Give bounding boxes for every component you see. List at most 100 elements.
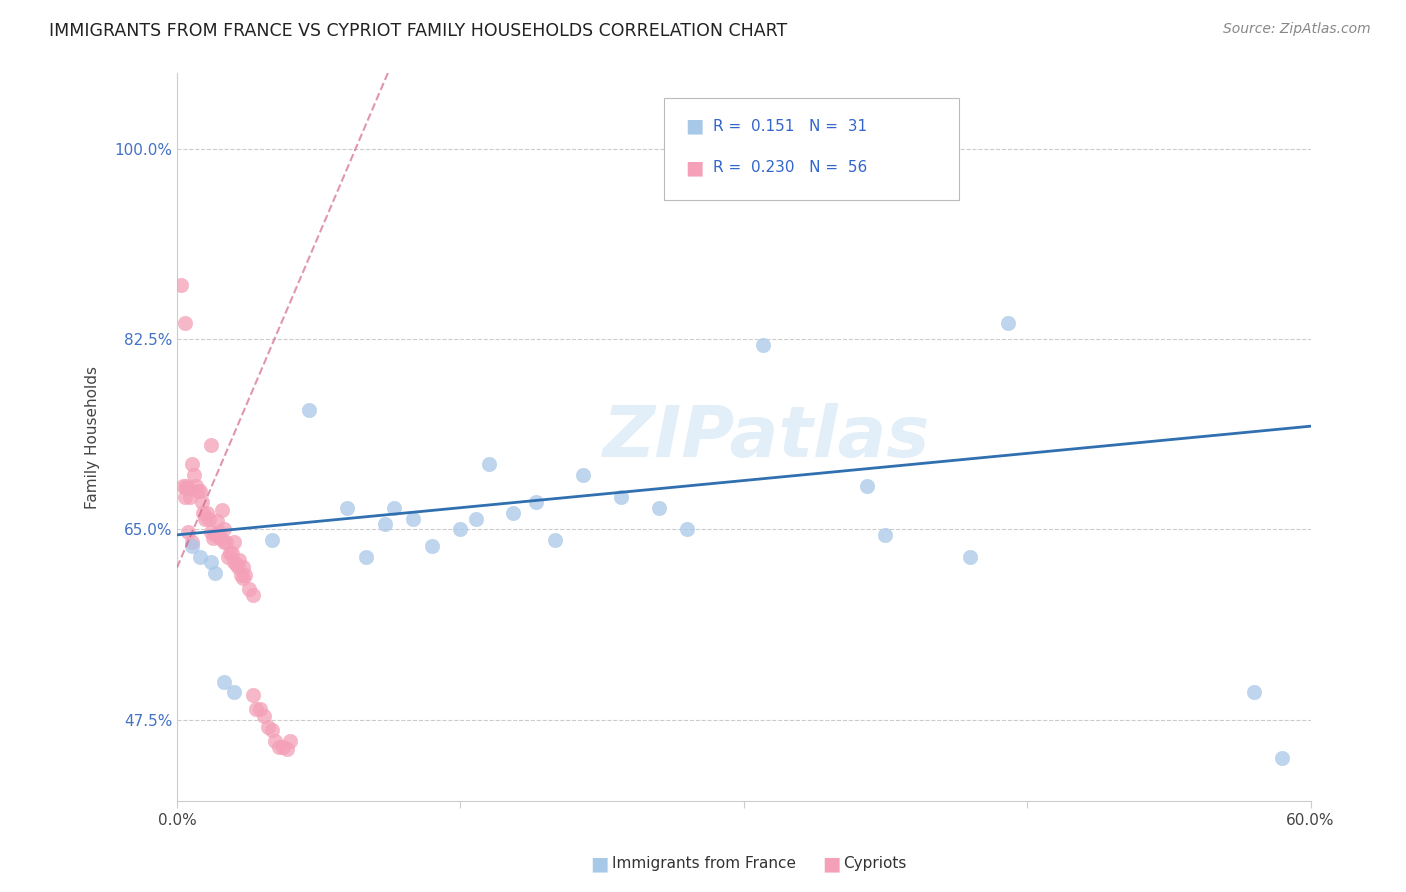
Point xyxy=(222,555,245,569)
Text: R =  0.230   N =  56: R = 0.230 N = 56 xyxy=(713,161,868,175)
Point xyxy=(200,438,222,452)
Point xyxy=(173,316,195,330)
Point xyxy=(226,560,249,574)
Point xyxy=(298,403,321,417)
Point xyxy=(382,500,405,515)
Point xyxy=(249,702,271,716)
Text: IMMIGRANTS FROM FRANCE VS CYPRIOT FAMILY HOUSEHOLDS CORRELATION CHART: IMMIGRANTS FROM FRANCE VS CYPRIOT FAMILY… xyxy=(49,22,787,40)
Point xyxy=(253,709,276,723)
Point xyxy=(502,506,524,520)
Point xyxy=(228,553,250,567)
Point xyxy=(181,457,204,471)
Point xyxy=(875,528,897,542)
Point xyxy=(449,523,471,537)
Point xyxy=(188,549,211,564)
Point xyxy=(544,533,567,548)
FancyBboxPatch shape xyxy=(665,98,959,201)
Point xyxy=(214,523,236,537)
Point xyxy=(207,524,229,539)
Text: ■: ■ xyxy=(685,158,703,178)
Point xyxy=(751,337,773,351)
Point xyxy=(572,468,595,483)
Point xyxy=(215,535,238,549)
Point xyxy=(204,566,226,580)
Point xyxy=(188,484,211,499)
Point xyxy=(336,500,359,515)
Point xyxy=(187,484,209,499)
Point xyxy=(198,511,221,525)
Point xyxy=(225,558,247,572)
Point xyxy=(855,479,877,493)
Point xyxy=(232,560,254,574)
Point xyxy=(181,535,204,549)
Point xyxy=(200,555,222,569)
Point xyxy=(214,674,236,689)
Point xyxy=(179,490,201,504)
Point xyxy=(205,514,228,528)
Point xyxy=(233,568,256,582)
Point xyxy=(190,495,212,509)
Text: ■: ■ xyxy=(823,854,841,873)
Point xyxy=(264,734,287,748)
Point xyxy=(280,734,302,748)
Point xyxy=(181,539,204,553)
Point xyxy=(176,479,198,493)
Point xyxy=(172,479,194,493)
Text: ZIPatlas: ZIPatlas xyxy=(603,402,931,472)
Point xyxy=(464,511,486,525)
Point xyxy=(260,533,283,548)
Point xyxy=(204,528,226,542)
Point xyxy=(209,531,232,545)
Point xyxy=(170,277,193,292)
Point xyxy=(217,549,239,564)
Point xyxy=(232,571,254,585)
Point xyxy=(267,739,290,754)
Point xyxy=(524,495,547,509)
Point xyxy=(242,688,264,702)
Point xyxy=(221,546,243,560)
Point xyxy=(420,539,443,553)
Text: Immigrants from France: Immigrants from France xyxy=(612,856,796,871)
Point xyxy=(478,457,501,471)
Point xyxy=(211,503,233,517)
Point xyxy=(260,723,283,738)
Point xyxy=(256,720,278,734)
Point xyxy=(193,506,215,520)
Point xyxy=(222,535,245,549)
Point xyxy=(402,511,425,525)
Point xyxy=(245,702,267,716)
Point xyxy=(176,481,198,495)
Point xyxy=(242,588,264,602)
Point xyxy=(231,568,253,582)
Point xyxy=(676,523,699,537)
Text: Cypriots: Cypriots xyxy=(844,856,907,871)
Point xyxy=(276,742,298,756)
Point xyxy=(354,549,377,564)
Point xyxy=(177,481,200,495)
Point xyxy=(214,535,236,549)
Point xyxy=(201,531,224,545)
Point xyxy=(177,524,200,539)
Point xyxy=(222,685,245,699)
Point xyxy=(194,511,217,525)
Point xyxy=(997,316,1019,330)
Point xyxy=(184,479,207,493)
Point xyxy=(1243,685,1265,699)
Point xyxy=(219,546,242,560)
Point xyxy=(238,582,260,597)
Point xyxy=(959,549,981,564)
Point xyxy=(200,524,222,539)
Text: ■: ■ xyxy=(591,854,609,873)
Point xyxy=(183,468,205,483)
Point xyxy=(271,739,294,754)
Point xyxy=(195,506,218,520)
Point xyxy=(173,490,195,504)
Point xyxy=(1271,750,1294,764)
Text: R =  0.151   N =  31: R = 0.151 N = 31 xyxy=(713,119,868,134)
Point xyxy=(610,490,633,504)
Point xyxy=(648,500,671,515)
Point xyxy=(374,516,396,531)
Text: Source: ZipAtlas.com: Source: ZipAtlas.com xyxy=(1223,22,1371,37)
Y-axis label: Family Households: Family Households xyxy=(86,366,100,508)
Text: ■: ■ xyxy=(685,117,703,136)
